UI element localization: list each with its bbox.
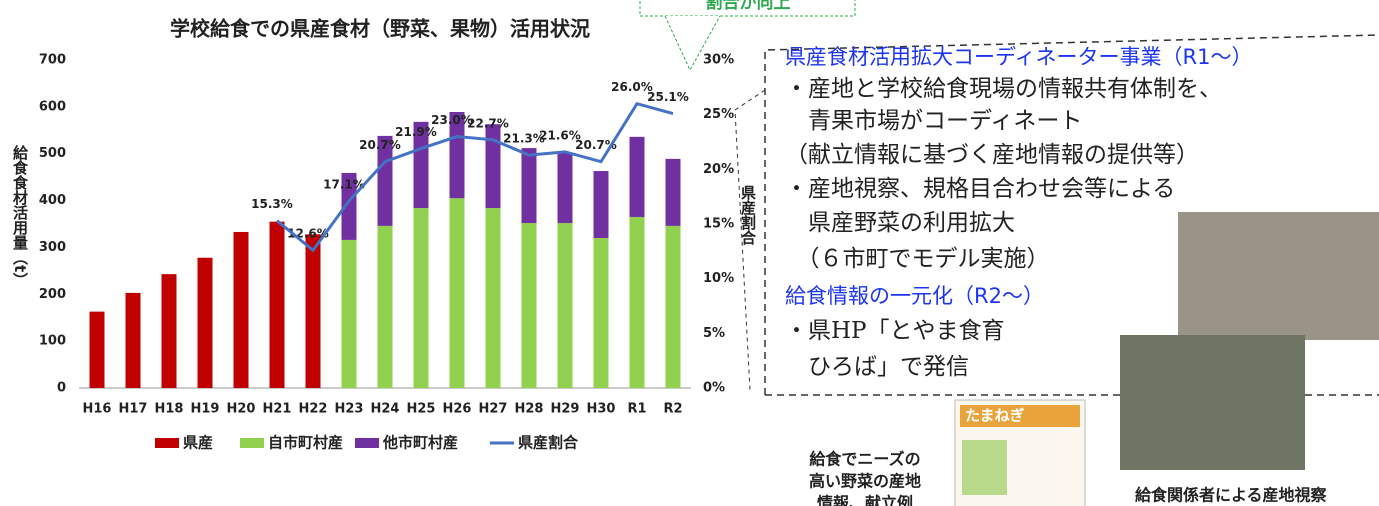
y-axis-title: 給食食材活用量（t）: [11, 144, 29, 287]
bar: [162, 274, 177, 388]
panel-line: ・産地と学校給食現場の情報共有体制を、: [785, 76, 1222, 102]
panel-line: ・県HP「とやま食育: [785, 318, 1005, 344]
bar: [522, 148, 537, 223]
bar: [306, 234, 321, 388]
chart-title: 学校給食での県産食材（野菜、果物）活用状況: [170, 17, 590, 41]
callout-text: 割合が向上: [706, 0, 791, 13]
legend-swatch: [355, 438, 379, 448]
legend-label: 県産: [183, 434, 213, 452]
bar: [270, 222, 285, 388]
y-tick-label: 700: [39, 53, 66, 68]
y-tick-label: 400: [39, 193, 66, 208]
photo-meeting: [1178, 212, 1379, 340]
x-tick-label: H22: [299, 402, 328, 417]
caption: 給食関係者による産地視察: [1135, 486, 1328, 505]
panel-line: （献立情報に基づく産地情報の提供等）: [785, 142, 1199, 168]
y-tick-label: 200: [39, 287, 66, 302]
bar: [90, 312, 105, 388]
bar: [342, 240, 357, 388]
page: 学校給食での県産食材（野菜、果物）活用状況 給食食材活用量（t） 県産割合 割合…: [0, 0, 1379, 506]
bar: [630, 137, 645, 217]
caption: 高い野菜の産地: [809, 472, 921, 491]
y-tick-label: 500: [39, 146, 66, 161]
caption: 給食でニーズの: [809, 450, 920, 469]
y2-tick-label: 30%: [703, 53, 734, 68]
bar: [522, 223, 537, 388]
bar: [666, 226, 681, 388]
x-tick-label: R2: [663, 402, 682, 417]
data-label: 15.3%: [251, 197, 293, 211]
panel-line: ひろば」で発信: [785, 354, 969, 380]
leaflet-title: たまねぎ: [965, 407, 1025, 425]
x-tick-label: H23: [335, 402, 364, 417]
bar: [450, 198, 465, 388]
y-tick-label: 600: [39, 99, 66, 114]
panel-line: ・産地視察、規格目合わせ会等による: [785, 176, 1175, 202]
photo-field: [1120, 335, 1305, 470]
panel-heading: 県産食材活用拡大コーディネーター事業（R1～）: [785, 45, 1252, 69]
bar: [198, 258, 213, 388]
caption: 情報、献立例: [817, 494, 913, 506]
bar: [666, 159, 681, 226]
data-label: 20.7%: [359, 138, 401, 152]
y2-tick-label: 25%: [703, 107, 734, 122]
bar: [486, 124, 501, 208]
x-tick-label: H30: [587, 402, 616, 417]
x-tick-label: H28: [515, 402, 544, 417]
bar: [234, 232, 249, 388]
x-tick-label: H21: [263, 402, 292, 417]
y-tick-label: 300: [39, 240, 66, 255]
bar: [414, 208, 429, 388]
data-label: 22.7%: [467, 116, 509, 130]
x-tick-label: R1: [627, 402, 646, 417]
panel-line: （６市町でモデル実施）: [785, 246, 1050, 272]
x-tick-label: H29: [551, 402, 580, 417]
x-tick-label: H17: [119, 402, 148, 417]
y2-tick-label: 15%: [703, 217, 734, 232]
legend-label: 県産割合: [518, 434, 579, 452]
data-label: 25.1%: [647, 90, 689, 104]
y-tick-label: 0: [57, 381, 66, 396]
x-tick-label: H25: [407, 402, 436, 417]
panel-line: 県産野菜の利用拡大: [785, 210, 1015, 236]
legend-swatch: [155, 438, 179, 448]
bar: [594, 238, 609, 388]
legend-label: 自市町村産: [268, 434, 343, 452]
bar: [486, 208, 501, 388]
bar: [594, 171, 609, 238]
bar: [558, 153, 573, 223]
panel-heading: 給食情報の一元化（R2～）: [785, 284, 1044, 308]
x-tick-label: H27: [479, 402, 508, 417]
y-tick-label: 100: [39, 334, 66, 349]
panel-line: 青果市場がコーディネート: [785, 108, 1082, 134]
x-tick-label: H26: [443, 402, 472, 417]
leaflet-map: [962, 440, 1007, 495]
x-tick-label: H18: [155, 402, 184, 417]
y2-tick-label: 5%: [703, 326, 725, 341]
y2-tick-label: 0%: [703, 381, 725, 396]
legend-swatch: [240, 438, 264, 448]
data-label: 21.9%: [395, 125, 437, 139]
x-tick-label: H19: [191, 402, 220, 417]
legend-label: 他市町村産: [382, 434, 458, 452]
bar: [630, 217, 645, 388]
bar: [378, 226, 393, 388]
x-tick-label: H16: [83, 402, 112, 417]
y2-tick-label: 20%: [703, 162, 734, 177]
x-tick-label: H20: [227, 402, 256, 417]
x-tick-label: H24: [371, 402, 400, 417]
bar: [558, 223, 573, 388]
y2-tick-label: 10%: [703, 271, 734, 286]
bar: [126, 293, 141, 388]
